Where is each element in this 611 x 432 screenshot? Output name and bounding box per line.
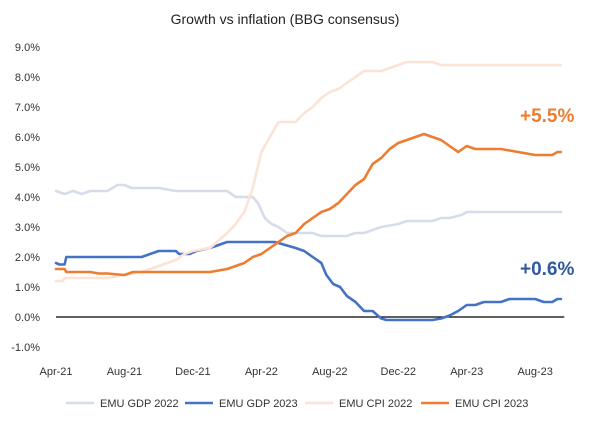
y-tick-label: 9.0% [15,42,40,54]
legend-label: EMU CPI 2023 [455,398,528,410]
legend: EMU GDP 2022 EMU GDP 2023 EMU CPI 2022 EMU … [66,398,528,410]
y-tick-label: 5.0% [15,162,40,174]
y-tick-label: 1.0% [15,282,40,294]
x-tick-label: Aug-21 [107,366,142,378]
series-line-3 [54,60,563,283]
series-layer [54,60,563,322]
series-line-2 [54,240,563,322]
annotation-layer: +5.5% +0.6% [520,106,575,280]
y-tick-label: 6.0% [15,132,40,144]
x-tick-label: Apr-23 [450,366,483,378]
annotation-label-1: +5.5% [520,106,575,127]
y-tick-label: -1.0% [11,342,40,354]
y-tick-label: 8.0% [15,72,40,84]
y-tick-label: 3.0% [15,222,40,234]
x-tick-label: Aug-23 [517,366,552,378]
legend-label: EMU GDP 2023 [219,398,298,410]
x-tick-label: Dec-22 [381,366,416,378]
series-line-4 [54,132,563,277]
x-tick-label: Apr-22 [245,366,278,378]
y-tick-label: 0.0% [15,312,40,324]
y-tick-label: 7.0% [15,102,40,114]
legend-label: EMU CPI 2022 [339,398,412,410]
x-tick-label: Dec-21 [175,366,210,378]
y-axis: -1.0% 0.0% 1.0% 2.0% 3.0% 4.0% 5.0% 6.0% 7.0% 8.0… [11,42,40,354]
x-tick-label: Aug-22 [312,366,347,378]
legend-label: EMU GDP 2022 [100,398,179,410]
y-tick-label: 4.0% [15,192,40,204]
series-line-1 [54,183,563,238]
y-tick-label: 2.0% [15,252,40,264]
x-tick-label: Apr-21 [39,366,72,378]
chart-title: Growth vs inflation (BBG consensus) [171,11,400,27]
x-axis: Apr-21 Aug-21 Dec-21 Apr-22 Aug-22 Dec-22 Apr-… [39,366,552,378]
annotation-label-2: +0.6% [520,259,575,280]
